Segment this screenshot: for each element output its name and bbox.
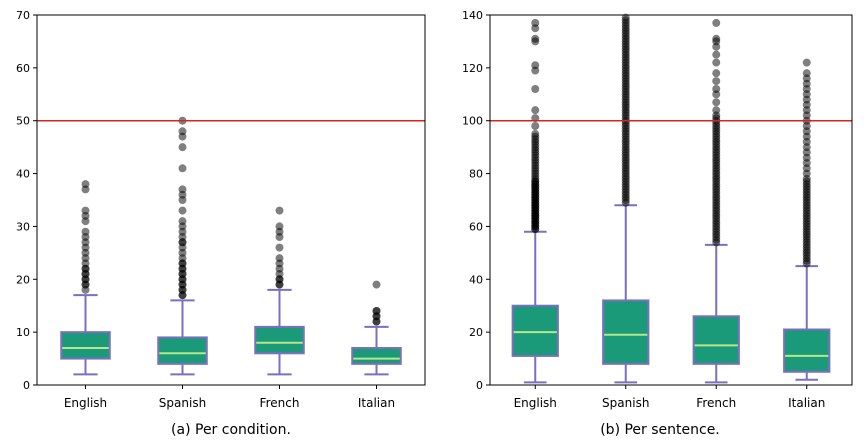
- outlier-point: [531, 18, 540, 27]
- outlier-point: [712, 106, 721, 115]
- caption-per-sentence: (b) Per sentence.: [600, 422, 720, 438]
- y-tick-label: 120: [462, 62, 483, 75]
- x-tick-label: Spanish: [159, 396, 206, 410]
- x-tick-label: Spanish: [602, 396, 649, 410]
- outlier-point: [712, 85, 721, 93]
- outlier-point: [178, 127, 187, 136]
- outlier-point: [531, 61, 540, 70]
- y-tick-label: 100: [462, 115, 483, 128]
- outlier-point: [178, 206, 187, 215]
- chart-panel-per-condition: 0 10 20 30 40 50 60 70 English Spanish French Itali…: [16, 9, 426, 410]
- box-english: [60, 331, 111, 360]
- x-tick-label: English: [64, 396, 107, 410]
- outlier-point: [712, 69, 721, 78]
- outlier-point: [712, 58, 721, 67]
- outlier-point: [712, 34, 721, 43]
- outlier-point: [802, 69, 811, 78]
- outlier-point: [712, 18, 721, 27]
- outlier-point: [531, 85, 540, 93]
- outlier-point: [531, 129, 540, 138]
- outlier-point: [712, 98, 721, 107]
- box-spanish: [157, 336, 208, 365]
- box-spanish: [602, 299, 650, 365]
- x-tick-label: French: [696, 396, 736, 410]
- y-tick-label: 40: [16, 168, 30, 181]
- y-tick-label: 60: [469, 220, 483, 233]
- y-tick-label: 40: [469, 273, 483, 286]
- outlier-point: [178, 217, 187, 226]
- outlier-point: [712, 50, 721, 59]
- outlier-point: [531, 106, 540, 115]
- outlier-point: [178, 185, 187, 194]
- box-french: [254, 325, 305, 355]
- box-italian: [783, 328, 831, 373]
- y-tick-label: 50: [16, 115, 30, 128]
- x-tick-label: French: [260, 396, 300, 410]
- y-tick-label: 60: [16, 62, 30, 75]
- y-tick-label: 30: [16, 220, 30, 233]
- outlier-point: [275, 254, 284, 263]
- outlier-point: [275, 222, 284, 231]
- outlier-point: [81, 206, 90, 215]
- y-tick-label: 20: [469, 326, 483, 339]
- box-english: [511, 304, 559, 357]
- y-tick-label: 140: [462, 9, 483, 22]
- plot-frame: [489, 14, 853, 386]
- outlier-point: [178, 143, 187, 152]
- outlier-point: [531, 34, 540, 43]
- outlier-point: [178, 164, 187, 173]
- caption-per-condition: (a) Per condition.: [171, 422, 291, 438]
- outlier-point: [372, 280, 381, 289]
- outlier-point: [712, 77, 721, 86]
- box-french: [692, 315, 740, 365]
- y-tick-label: 10: [16, 326, 30, 339]
- box-italian: [351, 347, 402, 365]
- outlier-point: [81, 227, 90, 236]
- outlier-point: [275, 243, 284, 252]
- y-tick-label: 0: [476, 379, 483, 392]
- outlier-point: [81, 180, 90, 189]
- y-tick-label: 20: [16, 273, 30, 286]
- x-tick-label: English: [514, 396, 557, 410]
- outlier-point: [275, 206, 284, 215]
- outlier-point: [531, 122, 540, 130]
- outlier-point: [802, 58, 811, 67]
- outlier-point: [372, 307, 381, 315]
- y-tick-label: 80: [469, 168, 483, 181]
- x-tick-label: Italian: [358, 396, 395, 410]
- chart-panel-per-sentence: 0 20 40 60 80 100 120 140 English Spanish French It…: [462, 9, 853, 410]
- y-tick-label: 0: [23, 379, 30, 392]
- y-tick-label: 70: [16, 9, 30, 22]
- x-tick-label: Italian: [788, 396, 825, 410]
- outlier-point: [621, 13, 630, 22]
- plot-frame: [36, 14, 426, 386]
